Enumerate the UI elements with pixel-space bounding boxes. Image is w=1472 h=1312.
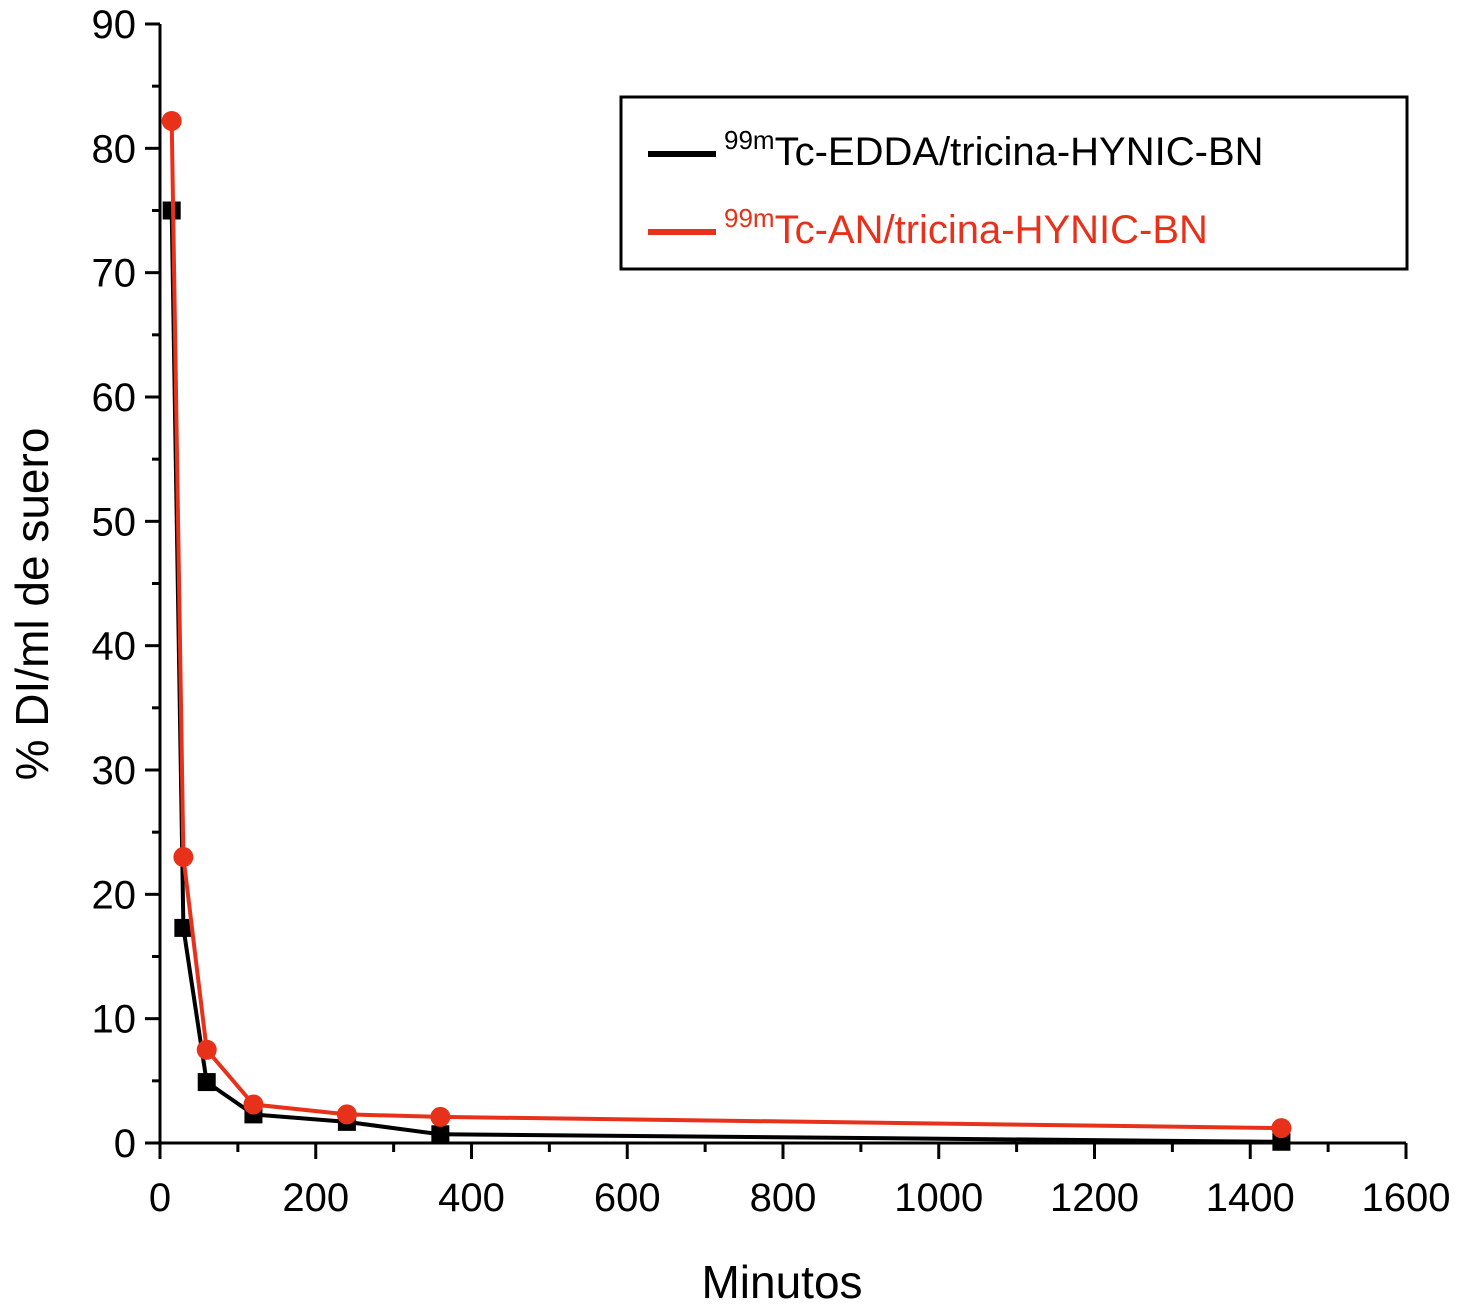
data-point-square bbox=[197, 1073, 216, 1092]
y-tick-label: 70 bbox=[92, 252, 137, 296]
x-tick-label: 1600 bbox=[1362, 1176, 1451, 1220]
x-tick-label: 400 bbox=[438, 1176, 505, 1220]
y-tick-label: 90 bbox=[92, 3, 137, 47]
data-point-square bbox=[174, 918, 193, 937]
x-tick-label: 1000 bbox=[894, 1176, 983, 1220]
y-tick-label: 30 bbox=[92, 749, 137, 793]
x-tick-label: 0 bbox=[149, 1176, 171, 1220]
legend-box bbox=[619, 95, 1409, 271]
plot-area bbox=[161, 110, 1292, 1151]
legend: 99mTc-EDDA/tricina-HYNIC-BN 99mTc-AN/tri… bbox=[619, 95, 1409, 271]
legend-label-an: 99mTc-AN/tricina-HYNIC-BN bbox=[724, 203, 1208, 252]
y-tick-label: 20 bbox=[92, 873, 137, 917]
y-tick-label: 60 bbox=[92, 376, 137, 420]
y-tick-label: 0 bbox=[114, 1122, 136, 1166]
y-tick-label: 10 bbox=[92, 998, 137, 1042]
axis-tick-labels: 0 200 400 600 800 1000 1200 1400 1600 0 10 20 30 40 50… bbox=[92, 3, 1451, 1220]
y-axis-title: % DI/ml de suero bbox=[6, 428, 58, 781]
data-point-circle bbox=[173, 847, 194, 868]
series-line-0 bbox=[169, 210, 1282, 1144]
x-axis-title: Minutos bbox=[701, 1256, 862, 1308]
data-point-circle bbox=[196, 1039, 217, 1060]
legend-label-edda: 99mTc-EDDA/tricina-HYNIC-BN bbox=[724, 125, 1264, 174]
data-point-circle bbox=[161, 110, 182, 131]
x-tick-label: 1200 bbox=[1050, 1176, 1139, 1220]
data-point-circle bbox=[336, 1104, 357, 1125]
x-tick-label: 1400 bbox=[1206, 1176, 1295, 1220]
y-tick-label: 40 bbox=[92, 625, 137, 669]
data-point-circle bbox=[1271, 1118, 1292, 1139]
data-point-square bbox=[1272, 1132, 1291, 1151]
data-point-circle bbox=[430, 1106, 451, 1127]
y-tick-label: 50 bbox=[92, 500, 137, 544]
data-point-square bbox=[431, 1125, 450, 1144]
series-line-1 bbox=[169, 120, 1282, 1131]
data-point-circle bbox=[243, 1094, 264, 1115]
x-tick-label: 200 bbox=[282, 1176, 349, 1220]
x-tick-label: 800 bbox=[750, 1176, 817, 1220]
y-tick-label: 80 bbox=[92, 127, 137, 171]
x-tick-label: 600 bbox=[594, 1176, 661, 1220]
